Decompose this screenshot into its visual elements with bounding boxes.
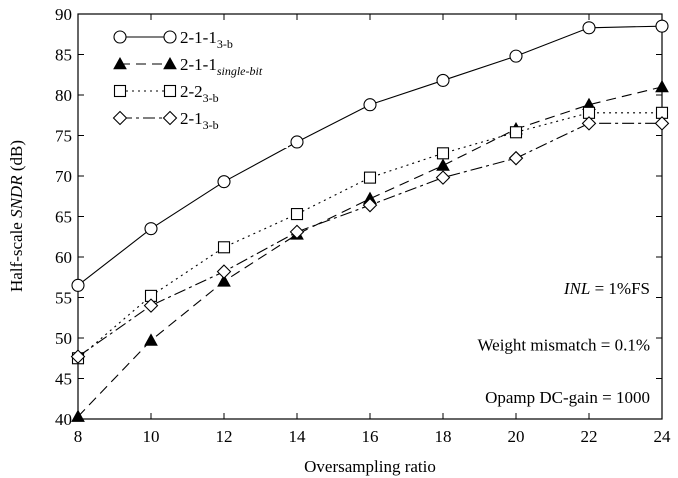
y-tick-label: 80 <box>55 86 72 105</box>
y-tick-label: 85 <box>55 46 72 65</box>
legend-item-2: 2-23-b <box>113 82 219 105</box>
x-tick-label: 22 <box>581 427 598 446</box>
legend-label: 2-1-1single-bit <box>180 55 263 78</box>
legend-marker <box>163 84 177 98</box>
x-tick-label: 14 <box>289 427 307 446</box>
legend-item-3: 2-13-b <box>112 109 219 132</box>
y-axis-label-italic: SNDR <box>7 175 26 218</box>
series-3-point <box>508 150 524 166</box>
x-tick-label: 18 <box>435 427 452 446</box>
x-tick-label: 16 <box>362 427 379 446</box>
annotation-text: Weight mismatch = 0.1% <box>477 335 650 354</box>
y-axis-label-prefix: Half-scale <box>7 218 26 292</box>
series-2-point <box>363 171 377 184</box>
legend-marker <box>162 110 178 126</box>
series-2-point <box>217 241 231 254</box>
legend-label: 2-23-b <box>180 82 219 105</box>
series-3-line <box>77 122 662 358</box>
series-0-point <box>582 21 596 35</box>
series-1 <box>71 79 669 422</box>
legend-label-main: 2-1 <box>180 109 203 128</box>
annotations: INL = 1%FS Weight mismatch = 0.1% Opamp DC… <box>477 279 650 407</box>
x-tick-label: 10 <box>143 427 160 446</box>
legend-item-1: 2-1-1single-bit <box>113 55 263 78</box>
series-3 <box>70 116 670 364</box>
legend-marker <box>113 84 127 98</box>
y-tick-label: 55 <box>55 289 72 308</box>
series-layer <box>70 19 670 422</box>
annotation-text: Opamp DC-gain = 1000 <box>485 388 650 407</box>
legend-label: 2-1-13-b <box>180 28 233 51</box>
y-tick-label: 65 <box>55 208 72 227</box>
annotation-italic: INL <box>563 279 590 298</box>
x-tick-label: 8 <box>74 427 83 446</box>
x-tick-label: 20 <box>508 427 525 446</box>
annotation: INL = 1%FS <box>563 279 650 298</box>
series-0-point <box>655 19 669 33</box>
x-axis-label: Oversampling ratio <box>304 457 436 476</box>
series-0 <box>71 19 669 292</box>
series-3-point <box>654 116 670 131</box>
series-3-point <box>216 264 232 279</box>
x-tick-label: 12 <box>216 427 233 446</box>
legend-marker <box>113 30 127 44</box>
annotation-text: = 1%FS <box>590 279 650 298</box>
series-0-point <box>217 175 231 189</box>
series-1-point <box>144 333 158 346</box>
series-2-line <box>77 112 662 359</box>
annotation: Weight mismatch = 0.1% <box>477 335 650 354</box>
legend-label-subscript: 3-b <box>217 37 233 51</box>
series-0-point <box>509 49 523 63</box>
series-2-point <box>509 126 523 139</box>
y-tick-label: 90 <box>55 5 72 24</box>
legend-marker <box>163 30 177 44</box>
y-tick-label: 50 <box>55 329 72 348</box>
series-1-point <box>655 79 669 93</box>
y-tick-label: 40 <box>55 410 72 429</box>
y-axis-label: Half-scale SNDR (dB) <box>7 140 26 292</box>
series-2-point <box>436 147 450 160</box>
legend-label-subscript: 3-b <box>203 91 219 105</box>
series-1-point <box>217 274 231 287</box>
series-0-point <box>71 278 85 292</box>
series-3-point <box>289 224 305 240</box>
legend-background <box>108 20 288 148</box>
y-axis-label-suffix: (dB) <box>7 140 26 175</box>
axis-ticks: 8 10 12 14 16 18 20 22 24 40 45 50 55 60 65 70 75 80 85 90 <box>55 5 671 446</box>
series-0-point <box>363 98 377 112</box>
series-2-point <box>290 208 304 221</box>
legend-label: 2-13-b <box>180 109 219 132</box>
y-tick-label: 75 <box>55 127 72 146</box>
series-1-line <box>77 86 663 417</box>
x-tick-label: 24 <box>654 427 672 446</box>
series-1-point <box>436 158 450 171</box>
series-3-point <box>143 298 159 313</box>
legend-marker <box>163 56 177 70</box>
series-3-point <box>435 170 451 185</box>
legend-label-main: 2-1-1 <box>180 55 217 74</box>
legend-label-subscript: single-bit <box>217 64 263 78</box>
legend-label-main: 2-1-1 <box>180 28 217 47</box>
legend-marker <box>112 110 128 126</box>
legend-label-subscript: 3-b <box>203 118 219 132</box>
series-3-point <box>70 349 86 364</box>
legend-item-0: 2-1-13-b <box>113 28 233 51</box>
series-1-point <box>71 409 85 422</box>
y-tick-label: 45 <box>55 370 72 389</box>
series-0-point <box>290 135 304 149</box>
legend-label-main: 2-2 <box>180 82 203 101</box>
series-0-point <box>436 73 450 87</box>
series-3-point <box>581 116 597 131</box>
series-3-point <box>362 197 378 213</box>
series-0-point <box>144 222 158 236</box>
annotation: Opamp DC-gain = 1000 <box>485 388 650 407</box>
legend-marker <box>113 56 127 70</box>
y-tick-label: 70 <box>55 167 72 186</box>
y-tick-label: 60 <box>55 248 72 267</box>
